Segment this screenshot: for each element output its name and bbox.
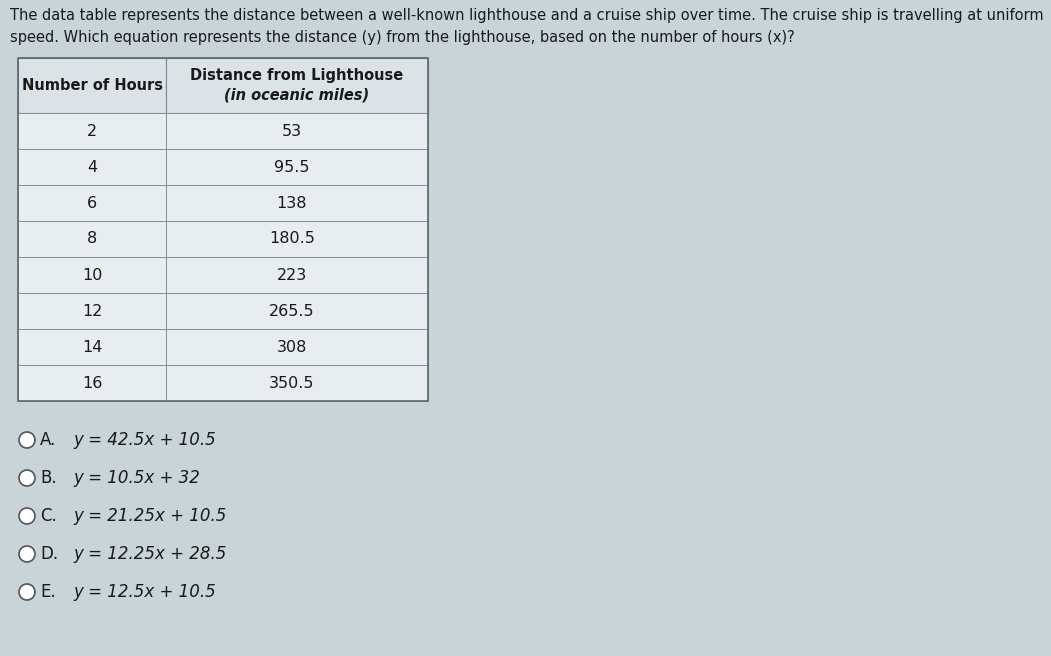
Bar xyxy=(18,365,166,401)
Text: A.: A. xyxy=(40,431,57,449)
Text: 8: 8 xyxy=(87,232,97,247)
Text: 53: 53 xyxy=(282,123,302,138)
Bar xyxy=(18,113,166,149)
Text: 12: 12 xyxy=(82,304,102,319)
Text: B.: B. xyxy=(40,469,57,487)
Text: y = 12.25x + 28.5: y = 12.25x + 28.5 xyxy=(73,545,226,563)
Text: y = 42.5x + 10.5: y = 42.5x + 10.5 xyxy=(73,431,215,449)
Text: Distance from Lighthouse: Distance from Lighthouse xyxy=(190,68,404,83)
Bar xyxy=(18,329,166,365)
Text: 2: 2 xyxy=(87,123,97,138)
Text: 350.5: 350.5 xyxy=(269,375,314,390)
Text: D.: D. xyxy=(40,545,58,563)
Text: 95.5: 95.5 xyxy=(274,159,309,174)
Text: y = 21.25x + 10.5: y = 21.25x + 10.5 xyxy=(73,507,226,525)
Bar xyxy=(166,329,428,365)
Bar xyxy=(166,149,428,185)
Text: 265.5: 265.5 xyxy=(269,304,314,319)
Bar xyxy=(18,221,166,257)
Bar xyxy=(18,293,166,329)
Text: 16: 16 xyxy=(82,375,102,390)
Ellipse shape xyxy=(19,546,35,562)
Text: 180.5: 180.5 xyxy=(269,232,314,247)
Bar xyxy=(166,293,428,329)
Text: 308: 308 xyxy=(276,340,307,354)
Bar xyxy=(166,365,428,401)
Text: C.: C. xyxy=(40,507,57,525)
Ellipse shape xyxy=(19,432,35,448)
Text: 223: 223 xyxy=(276,268,307,283)
Bar xyxy=(166,221,428,257)
Ellipse shape xyxy=(19,508,35,524)
Bar xyxy=(166,58,428,113)
Bar xyxy=(18,257,166,293)
Bar xyxy=(18,149,166,185)
Ellipse shape xyxy=(19,584,35,600)
Ellipse shape xyxy=(19,470,35,486)
Text: (in oceanic miles): (in oceanic miles) xyxy=(225,88,370,103)
Bar xyxy=(18,58,428,401)
Text: 14: 14 xyxy=(82,340,102,354)
Text: The data table represents the distance between a well-known lighthouse and a cru: The data table represents the distance b… xyxy=(11,8,1044,23)
Text: 10: 10 xyxy=(82,268,102,283)
Bar xyxy=(18,58,166,113)
Text: 6: 6 xyxy=(87,195,97,211)
Text: E.: E. xyxy=(40,583,56,601)
Text: speed. Which equation represents the distance (y) from the lighthouse, based on : speed. Which equation represents the dis… xyxy=(11,30,795,45)
Bar xyxy=(18,185,166,221)
Text: 4: 4 xyxy=(87,159,97,174)
Bar xyxy=(166,113,428,149)
Text: Number of Hours: Number of Hours xyxy=(21,78,163,93)
Text: 138: 138 xyxy=(276,195,307,211)
Bar xyxy=(166,185,428,221)
Text: y = 10.5x + 32: y = 10.5x + 32 xyxy=(73,469,200,487)
Bar xyxy=(166,257,428,293)
Text: y = 12.5x + 10.5: y = 12.5x + 10.5 xyxy=(73,583,215,601)
